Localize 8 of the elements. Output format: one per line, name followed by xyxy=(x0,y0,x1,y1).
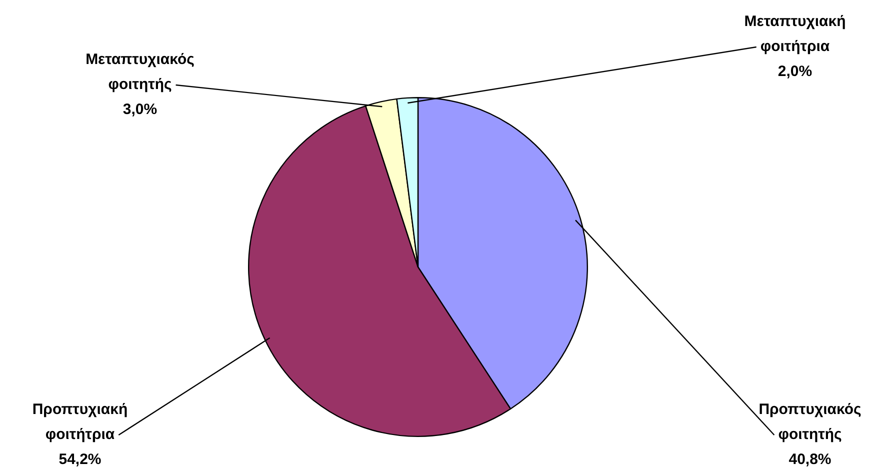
data-label: 3,0% xyxy=(122,101,158,118)
data-label: 2,0% xyxy=(778,63,812,80)
data-label: 54,2% xyxy=(58,451,102,468)
slice-label: Προπτυχιακή φοιτήτρια xyxy=(32,401,128,444)
slice-label: Προπτυχιακός φοιτητής xyxy=(758,401,862,444)
slice-label: Μεταπτυχιακός φοιτητής xyxy=(86,51,195,94)
slice-label: Μεταπτυχιακή φοιτήτρια xyxy=(744,13,846,56)
data-label: 40,8% xyxy=(788,451,832,468)
